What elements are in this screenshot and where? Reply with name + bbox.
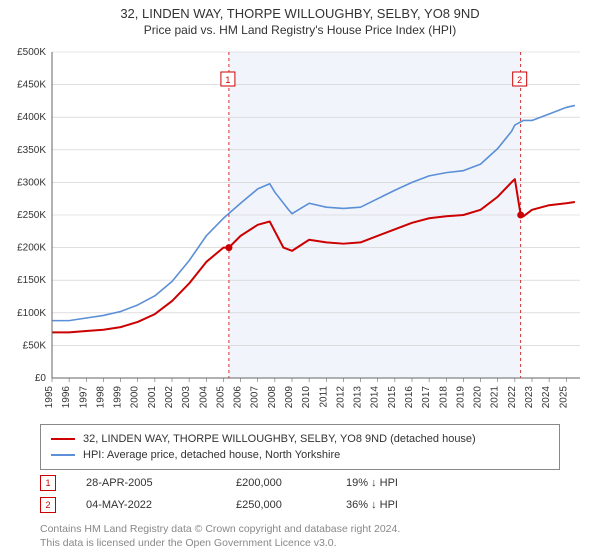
svg-text:£0: £0: [35, 373, 47, 384]
legend-swatch-property: [51, 438, 75, 440]
sale-marker-1-num: 1: [45, 472, 50, 494]
svg-text:2016: 2016: [404, 386, 415, 409]
svg-text:2012: 2012: [335, 386, 346, 409]
sale-row: 1 28-APR-2005 £200,000 19% ↓ HPI: [40, 472, 560, 494]
page-root: 32, LINDEN WAY, THORPE WILLOUGHBY, SELBY…: [0, 0, 600, 560]
svg-text:1: 1: [225, 75, 230, 85]
title-subtitle: Price paid vs. HM Land Registry's House …: [0, 23, 600, 37]
legend-box: 32, LINDEN WAY, THORPE WILLOUGHBY, SELBY…: [40, 424, 560, 470]
sale-price: £250,000: [236, 494, 316, 516]
sale-price: £200,000: [236, 472, 316, 494]
legend-label-hpi: HPI: Average price, detached house, Nort…: [83, 447, 340, 463]
svg-text:1998: 1998: [95, 386, 106, 409]
title-address: 32, LINDEN WAY, THORPE WILLOUGHBY, SELBY…: [0, 6, 600, 21]
svg-text:2018: 2018: [438, 386, 449, 409]
svg-text:2006: 2006: [233, 386, 244, 409]
svg-text:2019: 2019: [455, 386, 466, 409]
svg-text:2005: 2005: [215, 386, 226, 409]
svg-text:2004: 2004: [198, 386, 209, 409]
svg-text:2024: 2024: [541, 386, 552, 409]
svg-text:1995: 1995: [44, 386, 55, 409]
sale-hpi: 36% ↓ HPI: [346, 494, 446, 516]
legend-row-hpi: HPI: Average price, detached house, Nort…: [51, 447, 549, 463]
svg-text:£50K: £50K: [23, 340, 47, 351]
svg-text:2020: 2020: [473, 386, 484, 409]
legend-label-property: 32, LINDEN WAY, THORPE WILLOUGHBY, SELBY…: [83, 431, 476, 447]
chart: £0 £50K £100K £150K £200K £250K £300K £350K £400…: [8, 44, 592, 414]
svg-text:2023: 2023: [524, 386, 535, 409]
svg-text:2014: 2014: [370, 386, 381, 409]
svg-text:1996: 1996: [61, 386, 72, 409]
svg-text:2015: 2015: [387, 386, 398, 409]
svg-text:£500K: £500K: [17, 47, 46, 58]
title-block: 32, LINDEN WAY, THORPE WILLOUGHBY, SELBY…: [0, 0, 600, 39]
svg-text:2009: 2009: [284, 386, 295, 409]
sale-date: 04-MAY-2022: [86, 494, 206, 516]
sale-marker-1: 1: [40, 475, 56, 491]
svg-text:2025: 2025: [558, 386, 569, 409]
svg-text:2003: 2003: [181, 386, 192, 409]
svg-text:£300K: £300K: [17, 177, 46, 188]
sale-hpi: 19% ↓ HPI: [346, 472, 446, 494]
svg-text:2001: 2001: [147, 386, 158, 409]
svg-text:2010: 2010: [301, 386, 312, 409]
sales-block: 1 28-APR-2005 £200,000 19% ↓ HPI 2 04-MA…: [40, 472, 560, 516]
legend-swatch-hpi: [51, 454, 75, 456]
svg-text:£350K: £350K: [17, 145, 46, 156]
svg-text:£150K: £150K: [17, 275, 46, 286]
svg-text:£400K: £400K: [17, 112, 46, 123]
svg-text:£450K: £450K: [17, 80, 46, 91]
footer-line1: Contains HM Land Registry data © Crown c…: [40, 522, 560, 536]
svg-text:2011: 2011: [318, 386, 329, 408]
svg-text:1997: 1997: [78, 386, 89, 409]
footer-line2: This data is licensed under the Open Gov…: [40, 536, 560, 550]
chart-svg: £0 £50K £100K £150K £200K £250K £300K £350K £400…: [8, 44, 592, 414]
svg-text:£250K: £250K: [17, 210, 46, 221]
footer: Contains HM Land Registry data © Crown c…: [40, 522, 560, 550]
legend-row-property: 32, LINDEN WAY, THORPE WILLOUGHBY, SELBY…: [51, 431, 549, 447]
svg-text:2008: 2008: [267, 386, 278, 409]
svg-text:2000: 2000: [130, 386, 141, 409]
svg-text:2: 2: [517, 75, 522, 85]
svg-text:£200K: £200K: [17, 243, 46, 254]
svg-text:1999: 1999: [113, 386, 124, 409]
svg-text:2013: 2013: [353, 386, 364, 409]
sale-row: 2 04-MAY-2022 £250,000 36% ↓ HPI: [40, 494, 560, 516]
svg-text:2022: 2022: [507, 386, 518, 409]
sale-marker-2-num: 2: [45, 494, 50, 516]
sale-marker-2: 2: [40, 497, 56, 513]
svg-text:£100K: £100K: [17, 308, 46, 319]
svg-text:2002: 2002: [164, 386, 175, 409]
sale-date: 28-APR-2005: [86, 472, 206, 494]
svg-text:2007: 2007: [250, 386, 261, 409]
svg-text:2017: 2017: [421, 386, 432, 409]
svg-text:2021: 2021: [490, 386, 501, 409]
